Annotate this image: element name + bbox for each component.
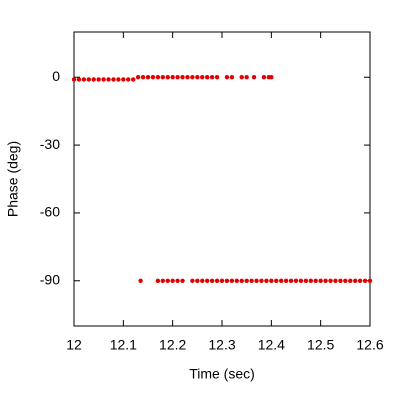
data-point (205, 278, 210, 283)
data-point (308, 278, 313, 283)
data-point (367, 278, 373, 283)
x-axis-label: Time (sec) (189, 366, 255, 382)
data-point (244, 278, 249, 283)
data-point (195, 75, 200, 80)
data-point (135, 75, 141, 80)
x-tick-label: 12 (66, 337, 82, 353)
data-point (175, 75, 180, 80)
data-point (165, 278, 170, 283)
data-point (205, 75, 210, 80)
data-point (288, 278, 294, 283)
data-point (175, 278, 180, 283)
x-tick-label: 12.1 (110, 337, 137, 353)
y-axis-label: Phase (deg) (5, 141, 21, 217)
data-point (86, 77, 92, 82)
data-point (71, 77, 77, 82)
data-point (313, 278, 318, 283)
data-point (362, 278, 368, 283)
x-tick-label: 12.6 (356, 337, 383, 353)
data-point (328, 278, 333, 283)
data-point (293, 278, 299, 283)
data-point (111, 77, 116, 82)
data-point (318, 278, 323, 283)
data-point (214, 75, 220, 80)
data-point (160, 75, 165, 80)
data-point (165, 75, 170, 80)
data-point (96, 77, 101, 82)
data-point (261, 75, 267, 80)
y-tick-label: 0 (52, 68, 60, 84)
data-point (200, 278, 205, 283)
data-point (145, 75, 151, 80)
data-point (185, 75, 190, 80)
data-point (131, 77, 136, 82)
data-point (239, 278, 244, 283)
data-point (224, 278, 230, 283)
data-point (239, 75, 244, 80)
data-point (180, 75, 185, 80)
data-point (269, 278, 274, 283)
data-point (353, 278, 358, 283)
data-point (338, 278, 343, 283)
y-tick-label: -90 (40, 271, 60, 287)
data-point (283, 278, 289, 283)
data-point (155, 278, 161, 283)
data-point (229, 278, 235, 283)
y-tick-label: -30 (40, 136, 60, 152)
data-point (264, 278, 269, 283)
data-point (279, 278, 284, 283)
data-point (269, 75, 274, 80)
data-point (155, 75, 161, 80)
data-point (343, 278, 348, 283)
data-point (214, 278, 220, 283)
data-point (219, 278, 225, 283)
x-tick-label: 12.3 (208, 337, 235, 353)
data-point (140, 75, 146, 80)
data-point (303, 278, 309, 283)
data-point (190, 75, 195, 80)
data-point (106, 77, 111, 82)
data-point (357, 278, 363, 283)
data-point (209, 75, 215, 80)
data-point (254, 278, 259, 283)
data-point (244, 75, 249, 80)
data-point (249, 278, 254, 283)
data-point (76, 77, 82, 82)
data-point (200, 75, 205, 80)
data-point (323, 278, 328, 283)
data-point (190, 278, 195, 283)
x-tick-label: 12.4 (258, 337, 285, 353)
data-point (170, 278, 175, 283)
data-point (209, 278, 215, 283)
data-point (150, 75, 156, 80)
data-point (259, 278, 264, 283)
data-point (170, 75, 175, 80)
data-point (160, 278, 165, 283)
y-tick-label: -60 (40, 204, 60, 220)
data-point (348, 278, 353, 283)
data-point (138, 278, 143, 283)
data-point (229, 75, 235, 80)
data-point (101, 77, 106, 82)
x-tick-label: 12.5 (307, 337, 334, 353)
data-point (91, 77, 96, 82)
data-point (81, 77, 87, 82)
data-point (274, 278, 279, 283)
x-tick-label: 12.2 (159, 337, 186, 353)
data-point (234, 278, 239, 283)
data-point (126, 77, 131, 82)
data-point (121, 77, 126, 82)
data-point (333, 278, 338, 283)
data-point (298, 278, 304, 283)
data-point (195, 278, 200, 283)
data-point (251, 75, 257, 80)
data-point (116, 77, 121, 82)
data-point (224, 75, 230, 80)
data-point (180, 278, 185, 283)
